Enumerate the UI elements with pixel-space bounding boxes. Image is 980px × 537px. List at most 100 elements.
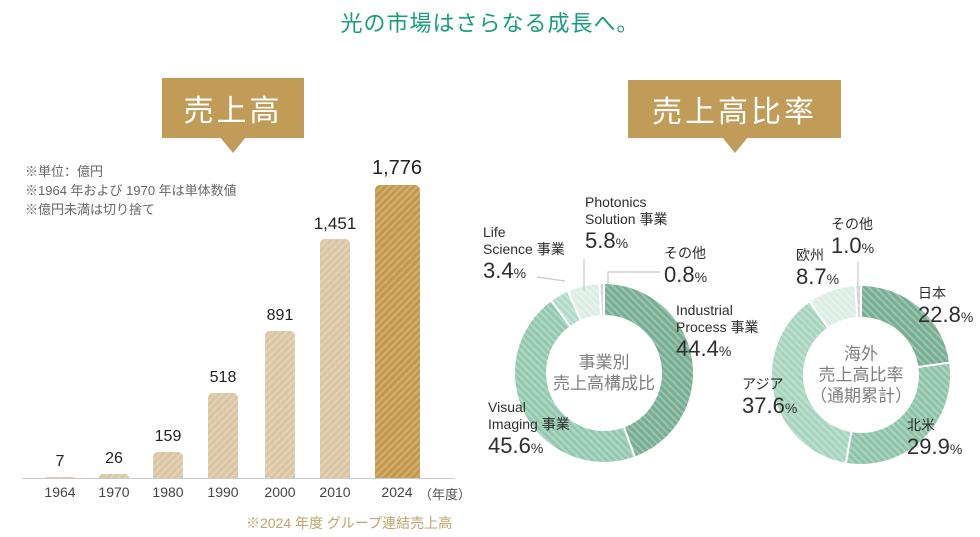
segment-value-unit: %: [530, 440, 544, 456]
bar-year-label: 2010: [319, 484, 351, 500]
segment-value: 22.8%: [918, 302, 973, 330]
segment-value: 3.4%: [483, 258, 565, 286]
segment-value: 44.4%: [676, 336, 758, 364]
donut-segment-label: 北米 29.9%: [907, 417, 962, 462]
bar-1990: [208, 392, 238, 478]
segment-value: 37.6%: [742, 393, 797, 421]
label-leader-line: [607, 271, 660, 284]
segment-name-line: Photonics: [585, 194, 647, 210]
bar-value-label: 26: [105, 449, 123, 467]
segment-value-number: 1.0: [831, 233, 862, 258]
ratio-header-label: 売上高比率: [652, 96, 817, 129]
segment-name-line: Solution 事業: [585, 211, 668, 227]
donut-segment-label: その他 1.0%: [831, 216, 874, 261]
sales-footnote: ※2024 年度 グループ連結売上高: [246, 515, 453, 531]
donut-center-label: 海外 売上高比率 （通期累計）: [810, 344, 912, 407]
donut-center-label: 事業別 売上高構成比: [553, 352, 655, 394]
note-line: ※億円未満は切り捨て: [25, 202, 156, 217]
segment-value: 0.8%: [664, 262, 707, 290]
segment-name-line: Science 事業: [483, 241, 565, 257]
segment-name: 日本: [918, 285, 973, 302]
segment-name-line: Industrial: [676, 302, 733, 318]
segment-value-number: 44.4: [676, 336, 719, 361]
donut-segment-label: 日本 22.8%: [918, 285, 973, 330]
segment-value: 29.9%: [907, 434, 962, 462]
donut-segment-label: Visual Imaging 事業 45.6%: [488, 399, 570, 461]
bar-2010: [320, 238, 350, 478]
segment-name-line: その他: [831, 216, 873, 232]
label-leader-line: [536, 276, 566, 282]
ratio-header-badge: 売上高比率: [628, 80, 841, 153]
note-line: ※1964 年および 1970 年は単体数値: [25, 183, 237, 198]
bar-1970: [99, 473, 129, 478]
page-title: 光の市場はさらなる成長へ。: [340, 11, 640, 36]
donut-segment-hatch: [567, 283, 602, 321]
bar-year-label: 1990: [207, 484, 239, 500]
segment-value-unit: %: [513, 265, 527, 281]
bar-year-label: 1980: [152, 484, 184, 500]
note-line: ※単位：億円: [25, 164, 104, 179]
segment-name-line: Visual: [488, 399, 526, 415]
bar-value-label: 7: [55, 452, 65, 470]
segment-name-line: Imaging 事業: [488, 416, 570, 432]
segment-value-number: 37.6: [742, 393, 785, 418]
segment-value-number: 8.7: [796, 264, 827, 289]
donut-center-line: （通期累計）: [810, 386, 912, 406]
segment-name: Life Science 事業: [483, 224, 565, 258]
bar-year-label: 2024: [381, 484, 413, 500]
segment-name: 欧州: [796, 247, 839, 264]
segment-name: Visual Imaging 事業: [488, 399, 570, 433]
donut-center-line: 売上高比率: [818, 365, 904, 385]
segment-value: 5.8%: [585, 228, 667, 256]
segment-name-line: 北米: [907, 417, 935, 433]
segment-name-line: Process 事業: [676, 319, 759, 335]
bar-year-label: 1970: [98, 484, 130, 500]
segment-value-unit: %: [949, 441, 963, 457]
donut-segment-label: 欧州 8.7%: [796, 247, 839, 292]
donut-segment-hatch: [861, 285, 951, 368]
segment-name: Photonics Solution 事業: [585, 194, 667, 228]
donut-segment-hatch: [513, 300, 636, 464]
x-axis-unit-label: （年度）: [419, 487, 472, 502]
bar-value-label: 1,451: [313, 213, 357, 233]
donut-charts: [513, 259, 952, 466]
bar-2000: [265, 331, 295, 478]
x-axis-line: [22, 478, 455, 479]
segment-value-unit: %: [861, 240, 875, 256]
segment-value-number: 22.8: [918, 302, 961, 327]
segment-name: Industrial Process 事業: [676, 302, 758, 336]
segment-value-number: 3.4: [483, 258, 514, 283]
segment-name: アジア: [742, 376, 797, 393]
sales-header-label: 売上高: [183, 95, 283, 128]
segment-value-unit: %: [615, 235, 629, 251]
donut-segment-hatch: [770, 301, 852, 464]
segment-name-line: 欧州: [796, 247, 824, 263]
badge-pointer-icon: [721, 137, 748, 153]
donut-segment-hatch: [551, 290, 582, 327]
segment-value: 8.7%: [796, 264, 839, 292]
donut-segment-hatch: [845, 362, 951, 465]
segment-value-unit: %: [694, 269, 708, 285]
segment-name-line: Life: [483, 224, 506, 240]
bar-year-label: 2000: [264, 484, 296, 500]
chart-notes: ※単位：億円 ※1964 年および 1970 年は単体数値 ※億円未満は切り捨て: [25, 162, 237, 219]
donut-segment-hatch: [599, 283, 604, 317]
segment-value-unit: %: [826, 271, 840, 287]
bar-value-label: 891: [266, 307, 294, 324]
bar-value-label: 1,776: [371, 157, 423, 179]
donut-segment-hatch: [604, 283, 695, 458]
donut-segment-label: Photonics Solution 事業 5.8%: [585, 194, 667, 256]
donut-segment-hatch: [855, 285, 861, 319]
bar-2024: [374, 185, 420, 478]
segment-value-unit: %: [960, 309, 974, 325]
donut-segment-label: Industrial Process 事業 44.4%: [676, 302, 758, 364]
segment-value-number: 29.9: [907, 434, 950, 459]
segment-name-line: 日本: [918, 285, 946, 301]
bar-1980: [153, 451, 183, 478]
segment-name-line: その他: [664, 245, 706, 261]
segment-value-unit: %: [718, 343, 732, 359]
segment-value-unit: %: [784, 400, 798, 416]
segment-value: 1.0%: [831, 233, 874, 261]
segment-value-number: 45.6: [488, 433, 531, 458]
